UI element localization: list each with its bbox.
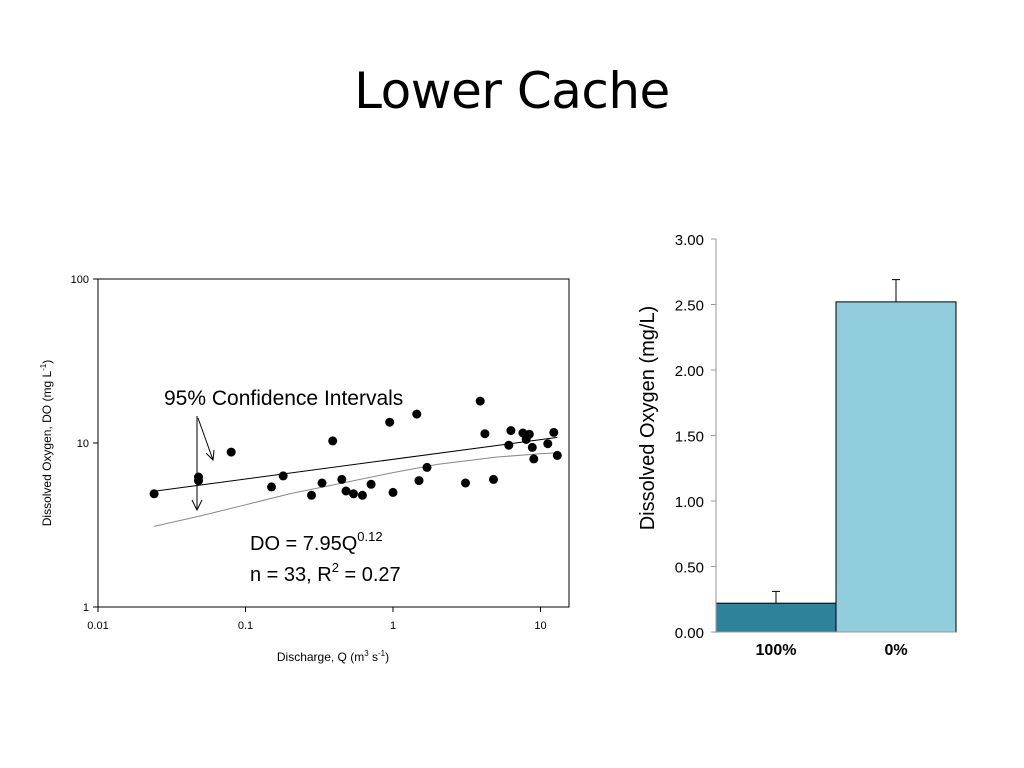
bar-y-tick-label: 0.00 <box>675 625 704 642</box>
scatter-point <box>480 429 490 439</box>
bar-chart: 0.00 0.50 1.00 1.50 2.00 2.50 3.00 100% 0% Diss… <box>637 232 957 659</box>
bar-y-tick-label: 3.00 <box>675 232 704 249</box>
bar-series: 100% 0% <box>715 279 957 659</box>
scatter-y-tick-label: 10 <box>77 438 89 450</box>
scatter-x-tick-label: 1 <box>390 620 396 632</box>
ci-lower-line <box>153 452 558 527</box>
scatter-point <box>552 450 562 460</box>
ci-annotation-label: 95% Confidence Intervals <box>164 387 403 410</box>
scatter-point <box>366 479 376 489</box>
scatter-point <box>422 462 432 472</box>
scatter-point <box>543 439 553 449</box>
bar <box>835 301 957 633</box>
scatter-chart: 0.01 0.1 1 10 1 10 100 Discharge, Q (m3 s-1) D… <box>39 274 570 664</box>
bar-y-tick-label: 1.00 <box>675 494 704 511</box>
bar-y-tick-label: 0.50 <box>675 560 704 577</box>
scatter-point <box>307 490 316 500</box>
ci-arrows <box>191 416 215 512</box>
scatter-point <box>385 417 395 427</box>
scatter-point <box>461 478 470 488</box>
scatter-point <box>278 471 288 481</box>
scatter-point <box>317 478 327 488</box>
regression-stats: n = 33, R2 = 0.27 <box>250 560 401 586</box>
scatter-point <box>527 442 537 452</box>
bar-category-label: 100% <box>756 642 797 659</box>
fit-line <box>154 436 558 492</box>
scatter-point <box>412 409 422 419</box>
scatter-point <box>489 474 498 484</box>
scatter-y-tick-label: 100 <box>71 274 89 286</box>
bar-axis-ticks: 0.00 0.50 1.00 1.50 2.00 2.50 3.00 <box>675 232 716 642</box>
bar <box>715 602 837 633</box>
scatter-y-tick-label: 1 <box>83 602 89 614</box>
scatter-x-tick-label: 0.01 <box>87 620 108 632</box>
scatter-point <box>357 490 367 500</box>
bar-y-tick-label: 1.50 <box>675 429 704 446</box>
scatter-point <box>388 487 398 497</box>
bar-y-tick-label: 2.50 <box>675 298 704 315</box>
scatter-point <box>341 486 351 496</box>
scatter-x-tick-label: 0.1 <box>238 620 253 632</box>
regression-equation: DO = 7.95Q0.12 <box>250 529 383 555</box>
scatter-point <box>475 396 485 406</box>
scatter-point <box>267 482 276 492</box>
scatter-point <box>328 436 338 446</box>
bar-category-label: 0% <box>884 642 907 659</box>
scatter-point <box>529 454 539 464</box>
scatter-x-tick-label: 10 <box>534 620 546 632</box>
scatter-point <box>349 489 358 499</box>
scatter-point <box>549 427 559 437</box>
scatter-point <box>149 489 159 499</box>
scatter-point <box>226 447 236 457</box>
fit-line-group <box>154 436 558 492</box>
scatter-points <box>149 396 562 500</box>
scatter-point <box>194 476 203 486</box>
scatter-point <box>504 440 514 450</box>
scatter-y-axis-label: Dissolved Oxygen, DO (mg L-1) <box>39 360 54 527</box>
scatter-x-axis-label: Discharge, Q (m3 s-1) <box>277 649 389 664</box>
scatter-point <box>337 474 347 484</box>
scatter-point <box>524 429 534 439</box>
scatter-axis-ticks: 0.01 0.1 1 10 1 10 100 <box>71 274 547 632</box>
ci-lines <box>153 452 558 527</box>
bar-y-axis-label: Dissolved Oxygen (mg/L) <box>637 306 659 531</box>
bar-y-tick-label: 2.00 <box>675 363 704 380</box>
scatter-point <box>506 426 516 436</box>
scatter-point <box>414 476 424 486</box>
slide-title: Lower Cache <box>354 62 670 120</box>
